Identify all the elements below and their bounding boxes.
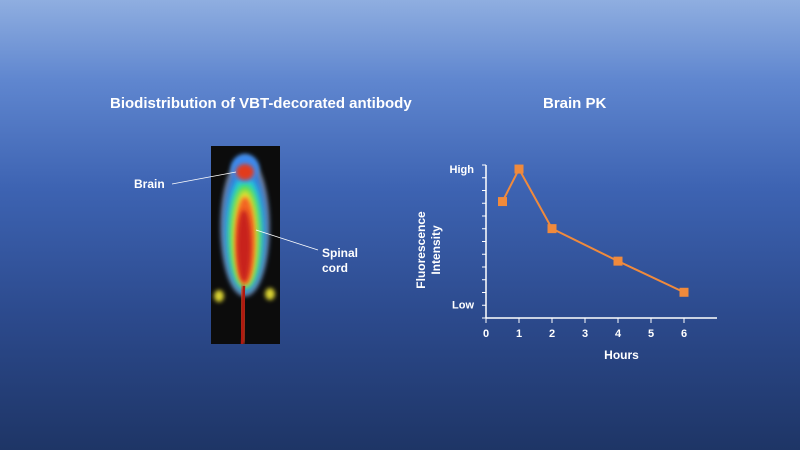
- x-tick-label: 6: [681, 328, 687, 340]
- x-tick-label: 1: [516, 328, 522, 340]
- data-point: [679, 287, 689, 297]
- x-tick-label: 0: [483, 328, 489, 340]
- spinal-label-line1: Spinal: [322, 246, 359, 260]
- chart-axes: [482, 164, 717, 323]
- data-point: [514, 164, 524, 174]
- x-tick-label: 2: [549, 328, 555, 340]
- x-axis-title: Hours: [604, 348, 639, 362]
- y-axis-title-line2: Intensity: [429, 225, 443, 275]
- chart-series: [498, 164, 689, 297]
- brain-label: Brain: [134, 177, 165, 191]
- mouse-fluorescence-image: [211, 146, 280, 344]
- data-point: [547, 224, 557, 234]
- spinal-label-line2: cord: [322, 261, 349, 275]
- series-line: [501, 166, 685, 294]
- biodistribution-title: Biodistribution of VBT-decorated antibod…: [110, 95, 412, 112]
- spinal-cord-label: Spinal cord: [322, 246, 382, 276]
- y-tick-label-high: High: [450, 164, 475, 176]
- data-point: [498, 197, 507, 207]
- y-tick-label-low: Low: [452, 299, 474, 311]
- data-point: [613, 256, 623, 266]
- x-tick-label: 5: [648, 328, 654, 340]
- brain-pk-title: Brain PK: [543, 95, 607, 112]
- y-axis-title: FluorescenceIntensity: [414, 211, 443, 289]
- y-axis-title-line1: Fluorescence: [414, 211, 428, 289]
- x-tick-label: 3: [582, 328, 588, 340]
- chart-labels: 0 1 2 3 4 5 6 Low High Hours FluorescenceIntensity: [414, 164, 687, 362]
- x-tick-label: 4: [615, 328, 622, 340]
